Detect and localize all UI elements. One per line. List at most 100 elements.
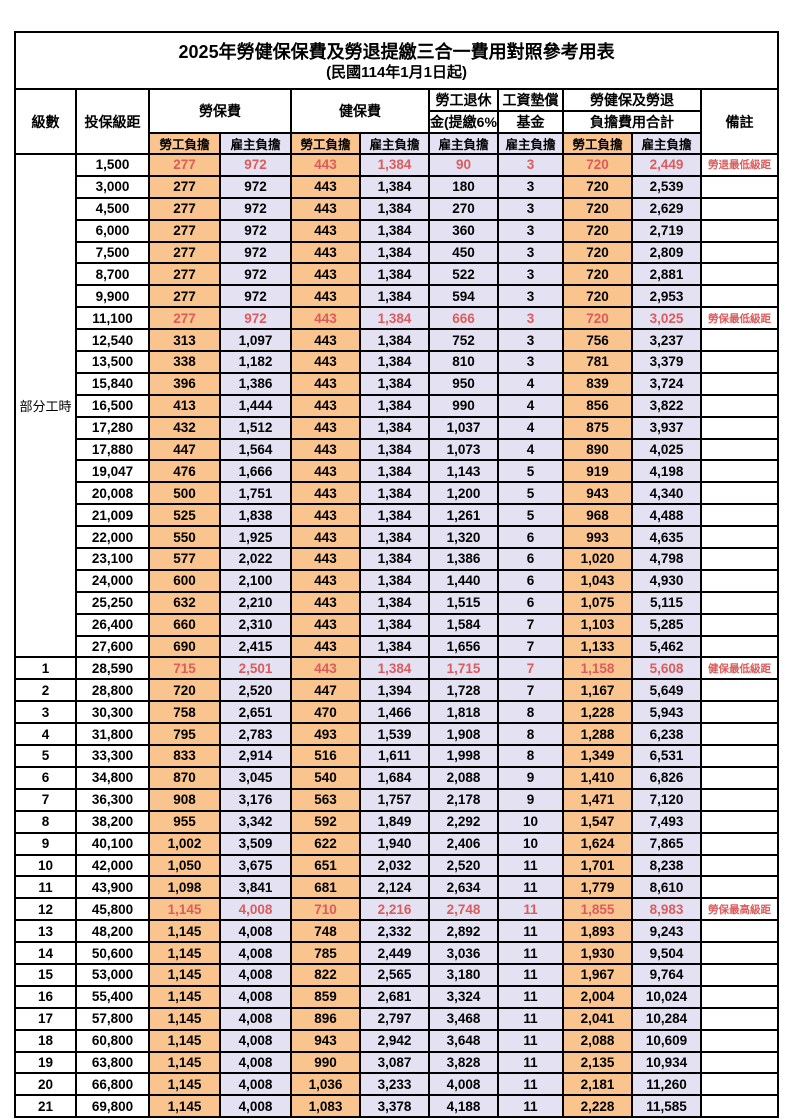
table-row: 14 50,600 1,145 4,008 785 2,449 3,036 11 1,930 9,… <box>14 941 780 965</box>
value-cell: 443 <box>290 306 361 331</box>
value-cell: 11 <box>497 962 564 987</box>
value-cell: 4,008 <box>219 1050 292 1075</box>
value-cell: 8,983 <box>631 897 702 922</box>
value-cell: 3,509 <box>219 831 292 856</box>
value-cell: 3,822 <box>631 393 702 418</box>
note-cell <box>699 350 780 374</box>
bracket-cell: 33,300 <box>75 744 150 768</box>
bracket-cell: 66,800 <box>75 1072 150 1097</box>
note-cell <box>699 547 780 571</box>
bracket-cell: 40,100 <box>75 831 150 856</box>
table-row: 12 45,800 1,145 4,008 710 2,216 2,748 11 1,855 8,… <box>14 897 780 922</box>
note-cell <box>699 875 780 900</box>
subheader-labor-employee: 勞工負擔 <box>148 132 221 155</box>
value-cell: 1,384 <box>359 393 430 418</box>
value-cell: 1,384 <box>359 350 430 374</box>
value-cell: 1,818 <box>428 700 499 725</box>
subheader-wage-fund-employer: 雇主負擔 <box>497 132 564 155</box>
level-cell: 17 <box>14 1006 77 1031</box>
value-cell: 1,715 <box>428 656 499 681</box>
value-cell: 470 <box>290 700 361 725</box>
value-cell: 3,937 <box>631 415 702 440</box>
value-cell: 720 <box>562 153 633 177</box>
value-cell: 3 <box>497 240 564 265</box>
value-cell: 500 <box>148 481 221 506</box>
note-cell <box>699 393 780 418</box>
value-cell: 4,008 <box>219 1072 292 1097</box>
value-cell: 968 <box>562 503 633 528</box>
value-cell: 3 <box>497 153 564 177</box>
note-cell: 勞退最低級距 <box>699 153 780 177</box>
value-cell: 1,384 <box>359 371 430 396</box>
value-cell: 9,764 <box>631 962 702 987</box>
value-cell: 10,934 <box>631 1050 702 1075</box>
header-row-groups: 級數 投保級距 勞保費 健保費 勞工退休 工資墊償 勞健保及勞退 備註 <box>14 88 780 155</box>
value-cell: 1,512 <box>219 415 292 440</box>
value-cell: 2,004 <box>562 984 633 1009</box>
value-cell: 11 <box>497 1072 564 1097</box>
value-cell: 4,340 <box>631 481 702 506</box>
value-cell: 277 <box>148 196 221 221</box>
value-cell: 660 <box>148 612 221 637</box>
value-cell: 1,656 <box>428 634 499 659</box>
value-cell: 943 <box>562 481 633 506</box>
value-cell: 1,384 <box>359 459 430 484</box>
bracket-cell: 13,500 <box>75 350 150 374</box>
value-cell: 277 <box>148 262 221 287</box>
table-row: 13,500 338 1,182 443 1,384 810 3 781 3,379 <box>15 350 780 374</box>
value-cell: 1,020 <box>562 547 633 571</box>
value-cell: 4,008 <box>219 984 292 1009</box>
value-cell: 4,008 <box>219 962 292 987</box>
value-cell: 781 <box>562 350 633 374</box>
note-cell <box>699 919 780 944</box>
value-cell: 2,565 <box>359 962 430 987</box>
value-cell: 3 <box>497 262 564 287</box>
value-cell: 443 <box>290 634 361 659</box>
value-cell: 7,120 <box>631 787 702 812</box>
value-cell: 3,379 <box>631 350 702 374</box>
value-cell: 11 <box>497 1028 564 1053</box>
value-cell: 2,797 <box>359 1006 430 1031</box>
value-cell: 7 <box>497 612 564 637</box>
value-cell: 1,611 <box>359 744 430 768</box>
value-cell: 1,384 <box>359 656 430 681</box>
note-cell <box>699 700 780 725</box>
note-cell <box>699 1050 780 1075</box>
subheader-health-employer: 雇主負擔 <box>359 132 430 155</box>
value-cell: 2,942 <box>359 1028 430 1053</box>
value-cell: 1,386 <box>219 371 292 396</box>
level-cell: 7 <box>14 787 77 812</box>
value-cell: 1,855 <box>562 897 633 922</box>
note-cell <box>699 765 780 790</box>
table-title-block: 2025年勞健保保費及勞退提繳三合一費用對照參考用表 (民國114年1月1日起) <box>13 31 780 90</box>
bracket-cell: 36,300 <box>75 787 150 812</box>
value-cell: 443 <box>290 568 361 593</box>
value-cell: 1,200 <box>428 481 499 506</box>
value-cell: 10,609 <box>631 1028 702 1053</box>
value-cell: 1,564 <box>219 437 292 462</box>
value-cell: 1,036 <box>290 1072 361 1097</box>
value-cell: 2,449 <box>631 153 702 177</box>
value-cell: 3 <box>497 284 564 309</box>
table-row: 15,840 396 1,386 443 1,384 950 4 839 3,724 <box>15 371 780 396</box>
value-cell: 2,809 <box>631 240 702 265</box>
value-cell: 1,849 <box>359 809 430 834</box>
value-cell: 2,228 <box>562 1094 633 1119</box>
value-cell: 5,462 <box>631 634 702 659</box>
level-cell: 18 <box>14 1028 77 1053</box>
value-cell: 972 <box>219 196 292 221</box>
bracket-cell: 16,500 <box>75 393 150 418</box>
level-cell: 3 <box>14 700 77 725</box>
table-row: 22,000 550 1,925 443 1,384 1,320 6 993 4,635 <box>15 525 780 550</box>
value-cell: 600 <box>148 568 221 593</box>
value-cell: 2,181 <box>562 1072 633 1097</box>
value-cell: 2,748 <box>428 897 499 922</box>
value-cell: 443 <box>290 459 361 484</box>
table-row: 13 48,200 1,145 4,008 748 2,332 2,892 11 1,893 9,… <box>14 919 780 944</box>
level-cell: 12 <box>14 897 77 922</box>
value-cell: 443 <box>290 196 361 221</box>
note-cell <box>699 525 780 550</box>
bracket-cell: 55,400 <box>75 984 150 1009</box>
value-cell: 2,332 <box>359 919 430 944</box>
value-cell: 443 <box>290 481 361 506</box>
